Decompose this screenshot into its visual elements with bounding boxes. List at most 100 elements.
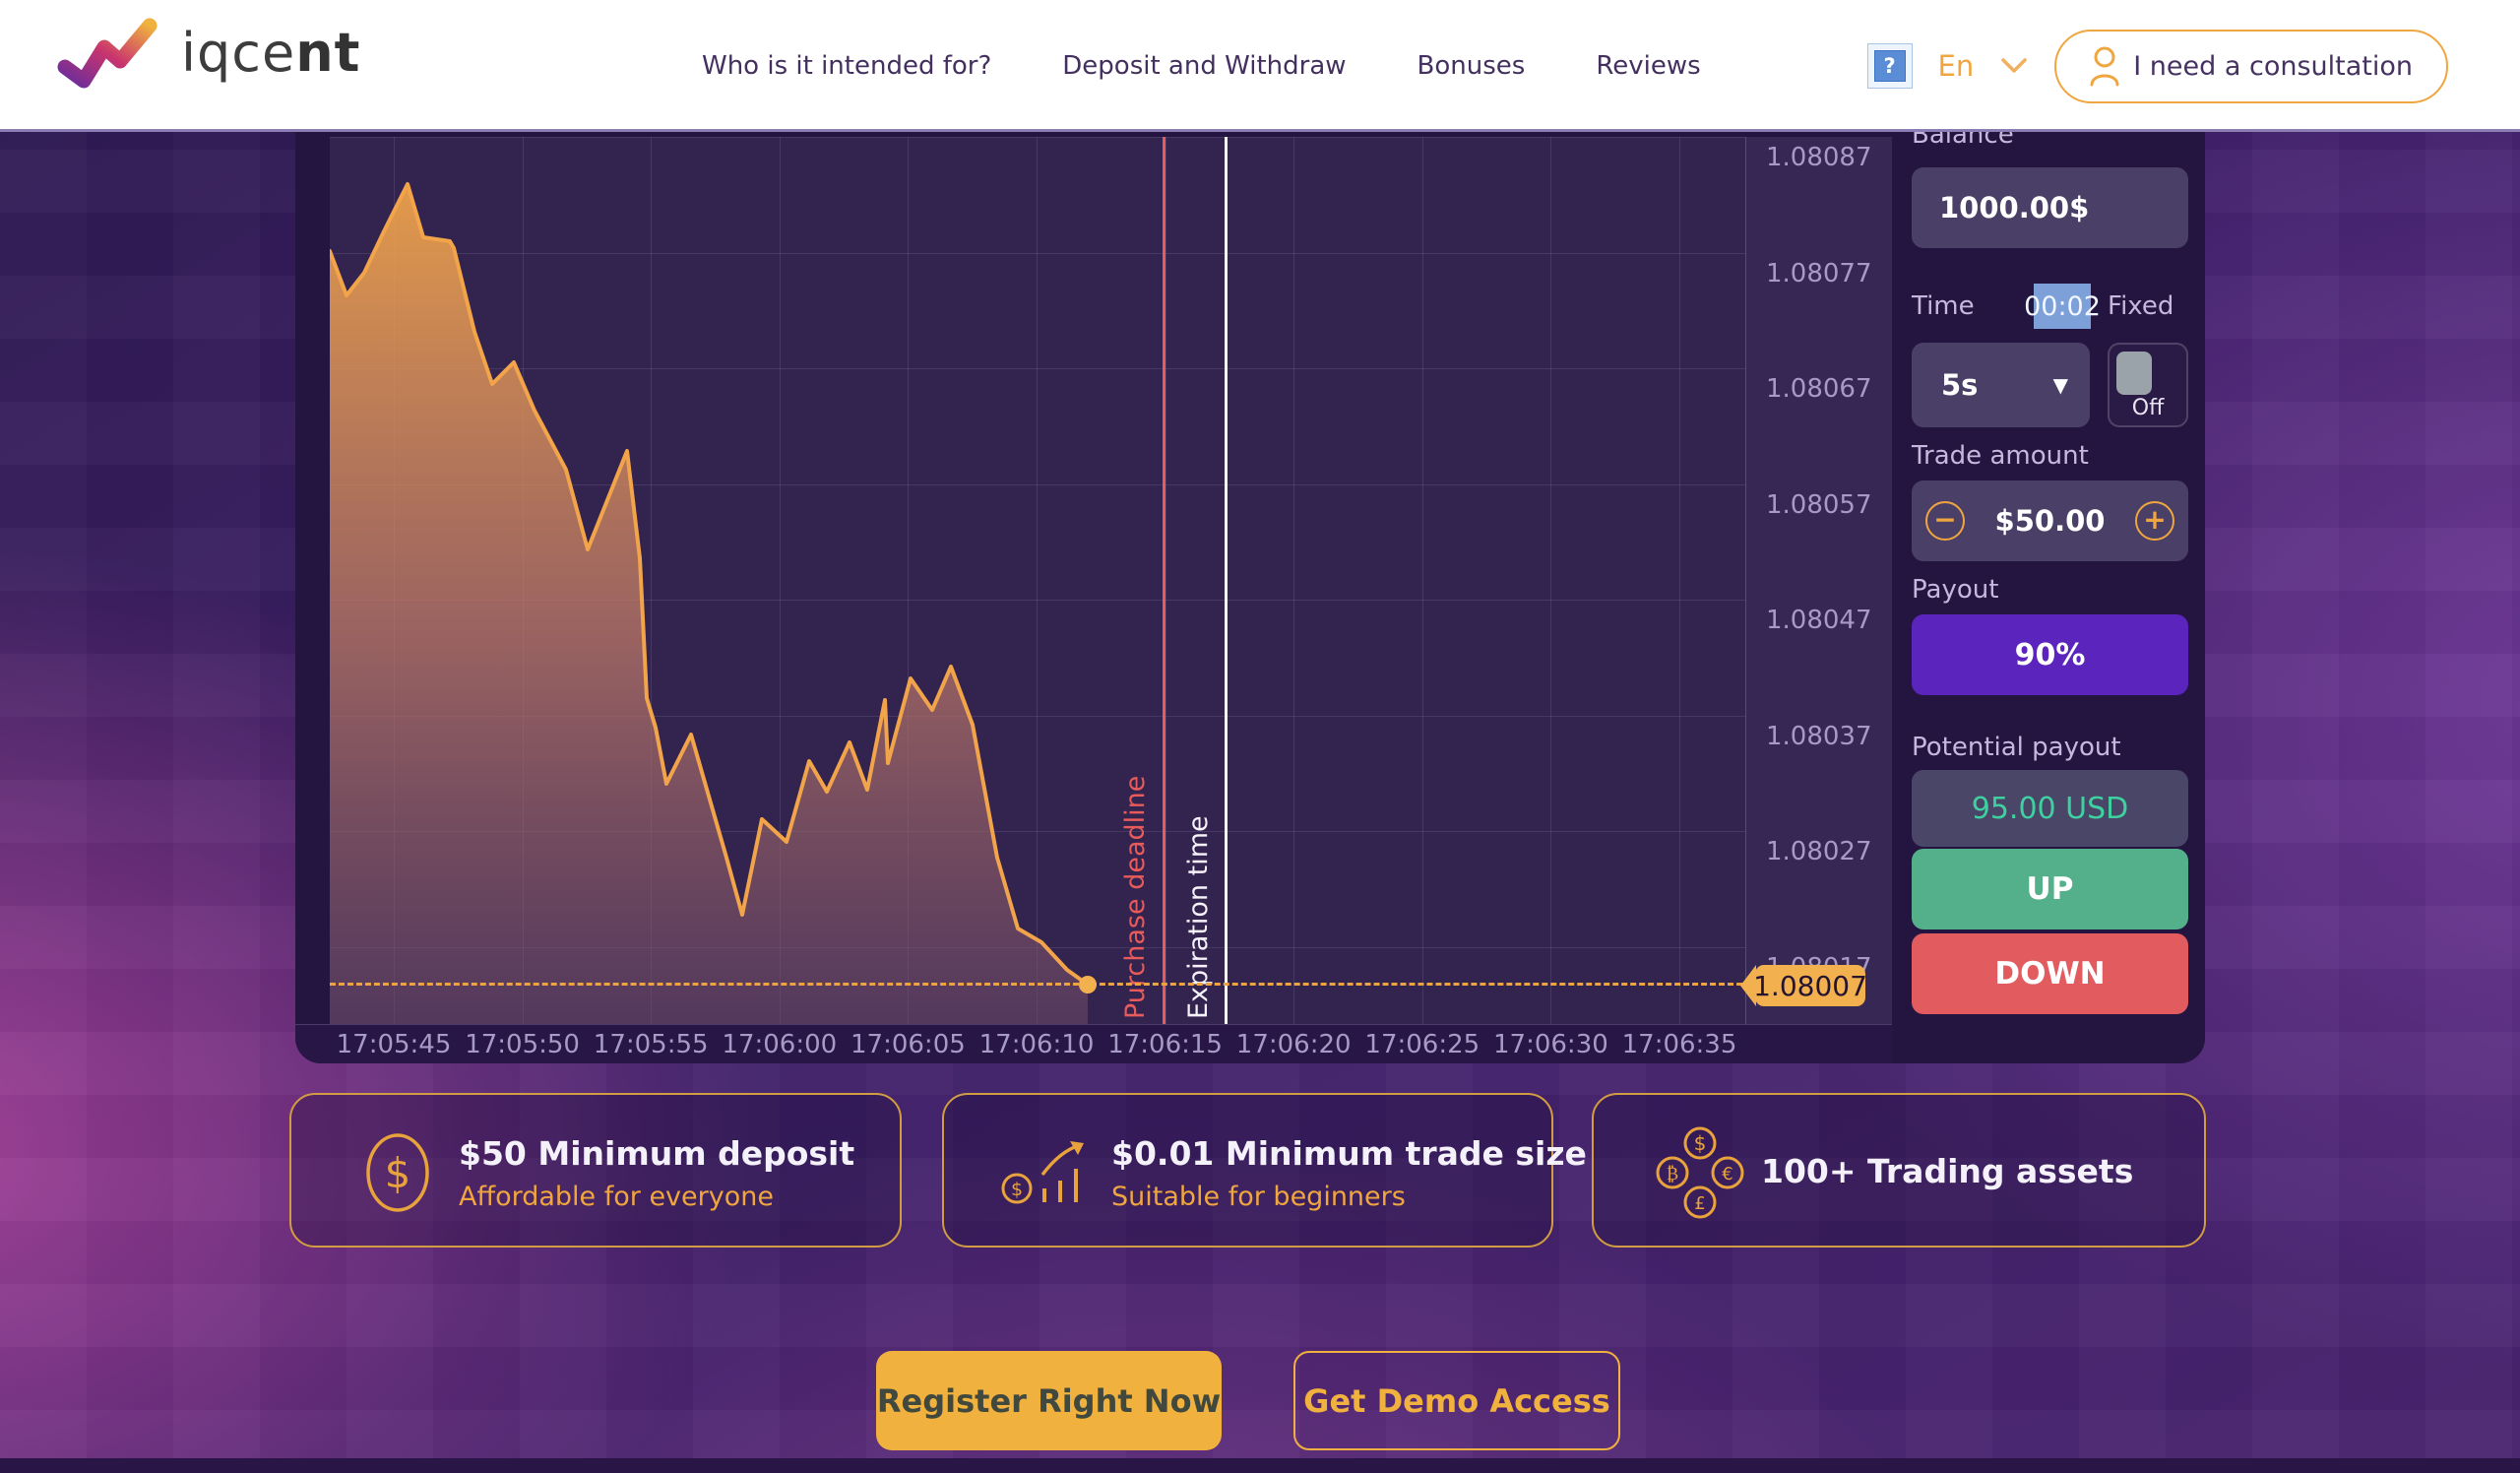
feature-card: $ $0.01 Minimum trade size Suitable for be… xyxy=(942,1093,1587,1249)
time-tick-label: 17:06:00 xyxy=(722,1030,838,1059)
brand-logo[interactable]: iqcent xyxy=(57,16,360,89)
trade-amount-value[interactable]: $50.00 xyxy=(1994,504,2106,538)
toggle-knob xyxy=(2116,352,2152,395)
current-price-dot xyxy=(1079,976,1097,993)
price-tick-label: 1.08087 xyxy=(1766,143,1872,172)
logo-zigzag-icon xyxy=(57,18,158,89)
card-title: $0.01 Minimum trade size xyxy=(1111,1134,1587,1173)
grid-line-horizontal xyxy=(330,368,1745,369)
card-subtitle: Affordable for everyone xyxy=(459,1182,774,1212)
svg-text:$: $ xyxy=(385,1149,411,1197)
consultation-button[interactable]: I need a consultation xyxy=(2054,29,2448,103)
duration-value: 5s xyxy=(1941,368,1979,402)
dollar-coin-wrap: $ xyxy=(339,1095,457,1249)
time-countdown[interactable]: 00:02 xyxy=(2024,284,2101,329)
potential-payout-value: 95.00 USD xyxy=(1912,770,2188,847)
svg-text:$: $ xyxy=(1011,1179,1023,1200)
payout-label: Payout xyxy=(1912,575,1999,605)
help-icon[interactable]: ? xyxy=(1866,43,1913,89)
card-title: $50 Minimum deposit xyxy=(459,1134,855,1173)
svg-text:₿: ₿ xyxy=(1667,1164,1678,1185)
person-icon xyxy=(2090,46,2119,87)
register-button[interactable]: Register Right Now xyxy=(876,1351,1222,1450)
grid-line-vertical xyxy=(1421,137,1423,1024)
up-button[interactable]: UP xyxy=(1912,849,2188,929)
currency-coins-wrap: $ ₿ € £ xyxy=(1641,1095,1759,1249)
svg-text:£: £ xyxy=(1694,1193,1705,1214)
grid-line-vertical xyxy=(779,137,781,1024)
growth-chart-wrap: $ xyxy=(991,1095,1109,1249)
grid-line-horizontal xyxy=(330,484,1745,485)
expiration-time-label: Expiration time xyxy=(1183,815,1214,1019)
time-tick-label: 17:06:25 xyxy=(1364,1030,1480,1059)
potential-payout-label: Potential payout xyxy=(1912,733,2121,762)
price-tick-label: 1.08037 xyxy=(1766,721,1872,751)
card-title: 100+ Trading assets xyxy=(1761,1152,2134,1190)
increase-amount-button[interactable]: + xyxy=(2135,501,2174,541)
price-tick-label: 1.08027 xyxy=(1766,837,1872,866)
grid-line-vertical xyxy=(1550,137,1552,1024)
time-tick-label: 17:06:15 xyxy=(1107,1030,1223,1059)
grid-line-horizontal xyxy=(330,716,1745,717)
current-price-line xyxy=(330,983,1769,986)
time-tick-label: 17:06:30 xyxy=(1493,1030,1608,1059)
time-tick-label: 17:06:20 xyxy=(1235,1030,1352,1059)
time-tick-label: 17:05:55 xyxy=(593,1030,709,1059)
time-axis xyxy=(295,1024,1892,1063)
decrease-amount-button[interactable]: − xyxy=(1925,501,1965,541)
expiration-time-line xyxy=(1225,137,1228,1024)
svg-text:$: $ xyxy=(1694,1131,1707,1155)
trade-amount-label: Trade amount xyxy=(1912,441,2089,471)
language-selector[interactable]: En xyxy=(1937,49,1975,83)
grid-line-horizontal xyxy=(330,253,1745,254)
nav-menu: Who is it intended for? Deposit and Withd… xyxy=(702,0,1701,132)
language-chevron-down-icon[interactable] xyxy=(1999,56,2029,76)
consultation-label: I need a consultation xyxy=(2133,50,2413,82)
feature-card: $ ₿ € £100+ Trading assets xyxy=(1592,1093,2206,1248)
nav-item[interactable]: Reviews xyxy=(1596,51,1701,81)
trade-amount-stepper: − $50.00 + xyxy=(1912,480,2188,561)
price-tick-label: 1.08057 xyxy=(1766,489,1872,520)
time-tick-label: 17:06:35 xyxy=(1621,1030,1737,1059)
nav-item[interactable]: Deposit and Withdraw xyxy=(1062,51,1347,81)
brand-name: iqcent xyxy=(181,21,361,84)
price-tick-label: 1.08067 xyxy=(1766,374,1872,404)
time-tick-label: 17:05:50 xyxy=(465,1030,580,1059)
demo-access-button[interactable]: Get Demo Access xyxy=(1293,1351,1620,1450)
currency-coins-icon: $ ₿ € £ xyxy=(1656,1126,1744,1218)
price-chart xyxy=(330,137,1745,1024)
current-price-tag: 1.08007 xyxy=(1740,965,1867,1006)
price-tick-label: 1.08047 xyxy=(1766,606,1872,635)
growth-chart-icon: $ xyxy=(1001,1140,1084,1203)
footer-strip xyxy=(0,1458,2520,1473)
nav-item[interactable]: Who is it intended for? xyxy=(702,51,992,81)
grid-line-horizontal xyxy=(330,137,1745,138)
grid-line-vertical xyxy=(908,137,910,1024)
chevron-down-icon: ▼ xyxy=(2052,373,2068,397)
fixed-label: Fixed xyxy=(2108,291,2174,321)
grid-line-horizontal xyxy=(330,831,1745,832)
nav-item[interactable]: Bonuses xyxy=(1417,51,1526,81)
grid-line-vertical xyxy=(1293,137,1295,1024)
grid-line-vertical xyxy=(1037,137,1038,1024)
time-tick-label: 17:06:05 xyxy=(850,1030,966,1059)
time-label: Time xyxy=(1912,291,1975,321)
purchase-deadline-line xyxy=(1163,137,1166,1024)
grid-line-vertical xyxy=(1679,137,1680,1024)
nav-bar: iqcent Who is it intended for? Deposit an… xyxy=(0,0,2520,132)
grid-line-horizontal xyxy=(330,600,1745,601)
price-area-series xyxy=(330,182,1090,1024)
balance-value: 1000.00$ xyxy=(1912,167,2188,248)
payout-value: 90% xyxy=(1912,614,2188,695)
toggle-state-label: Off xyxy=(2131,396,2165,420)
trade-widget: 1.08087 1.08077 1.08067 1.08057 1.08047 1.080… xyxy=(295,95,2205,1063)
dollar-coin-icon: $ xyxy=(366,1132,429,1212)
trade-panel: Balance 1000.00$ Time 00:02 Fixed 5s ▼ O… xyxy=(1892,95,2205,1063)
fixed-toggle[interactable]: Off xyxy=(2108,343,2188,427)
duration-dropdown[interactable]: 5s ▼ xyxy=(1912,343,2090,427)
svg-text:€: € xyxy=(1722,1164,1732,1185)
price-tick-label: 1.08077 xyxy=(1766,258,1872,288)
down-button[interactable]: DOWN xyxy=(1912,933,2188,1014)
time-tick-label: 17:06:10 xyxy=(978,1030,1095,1059)
